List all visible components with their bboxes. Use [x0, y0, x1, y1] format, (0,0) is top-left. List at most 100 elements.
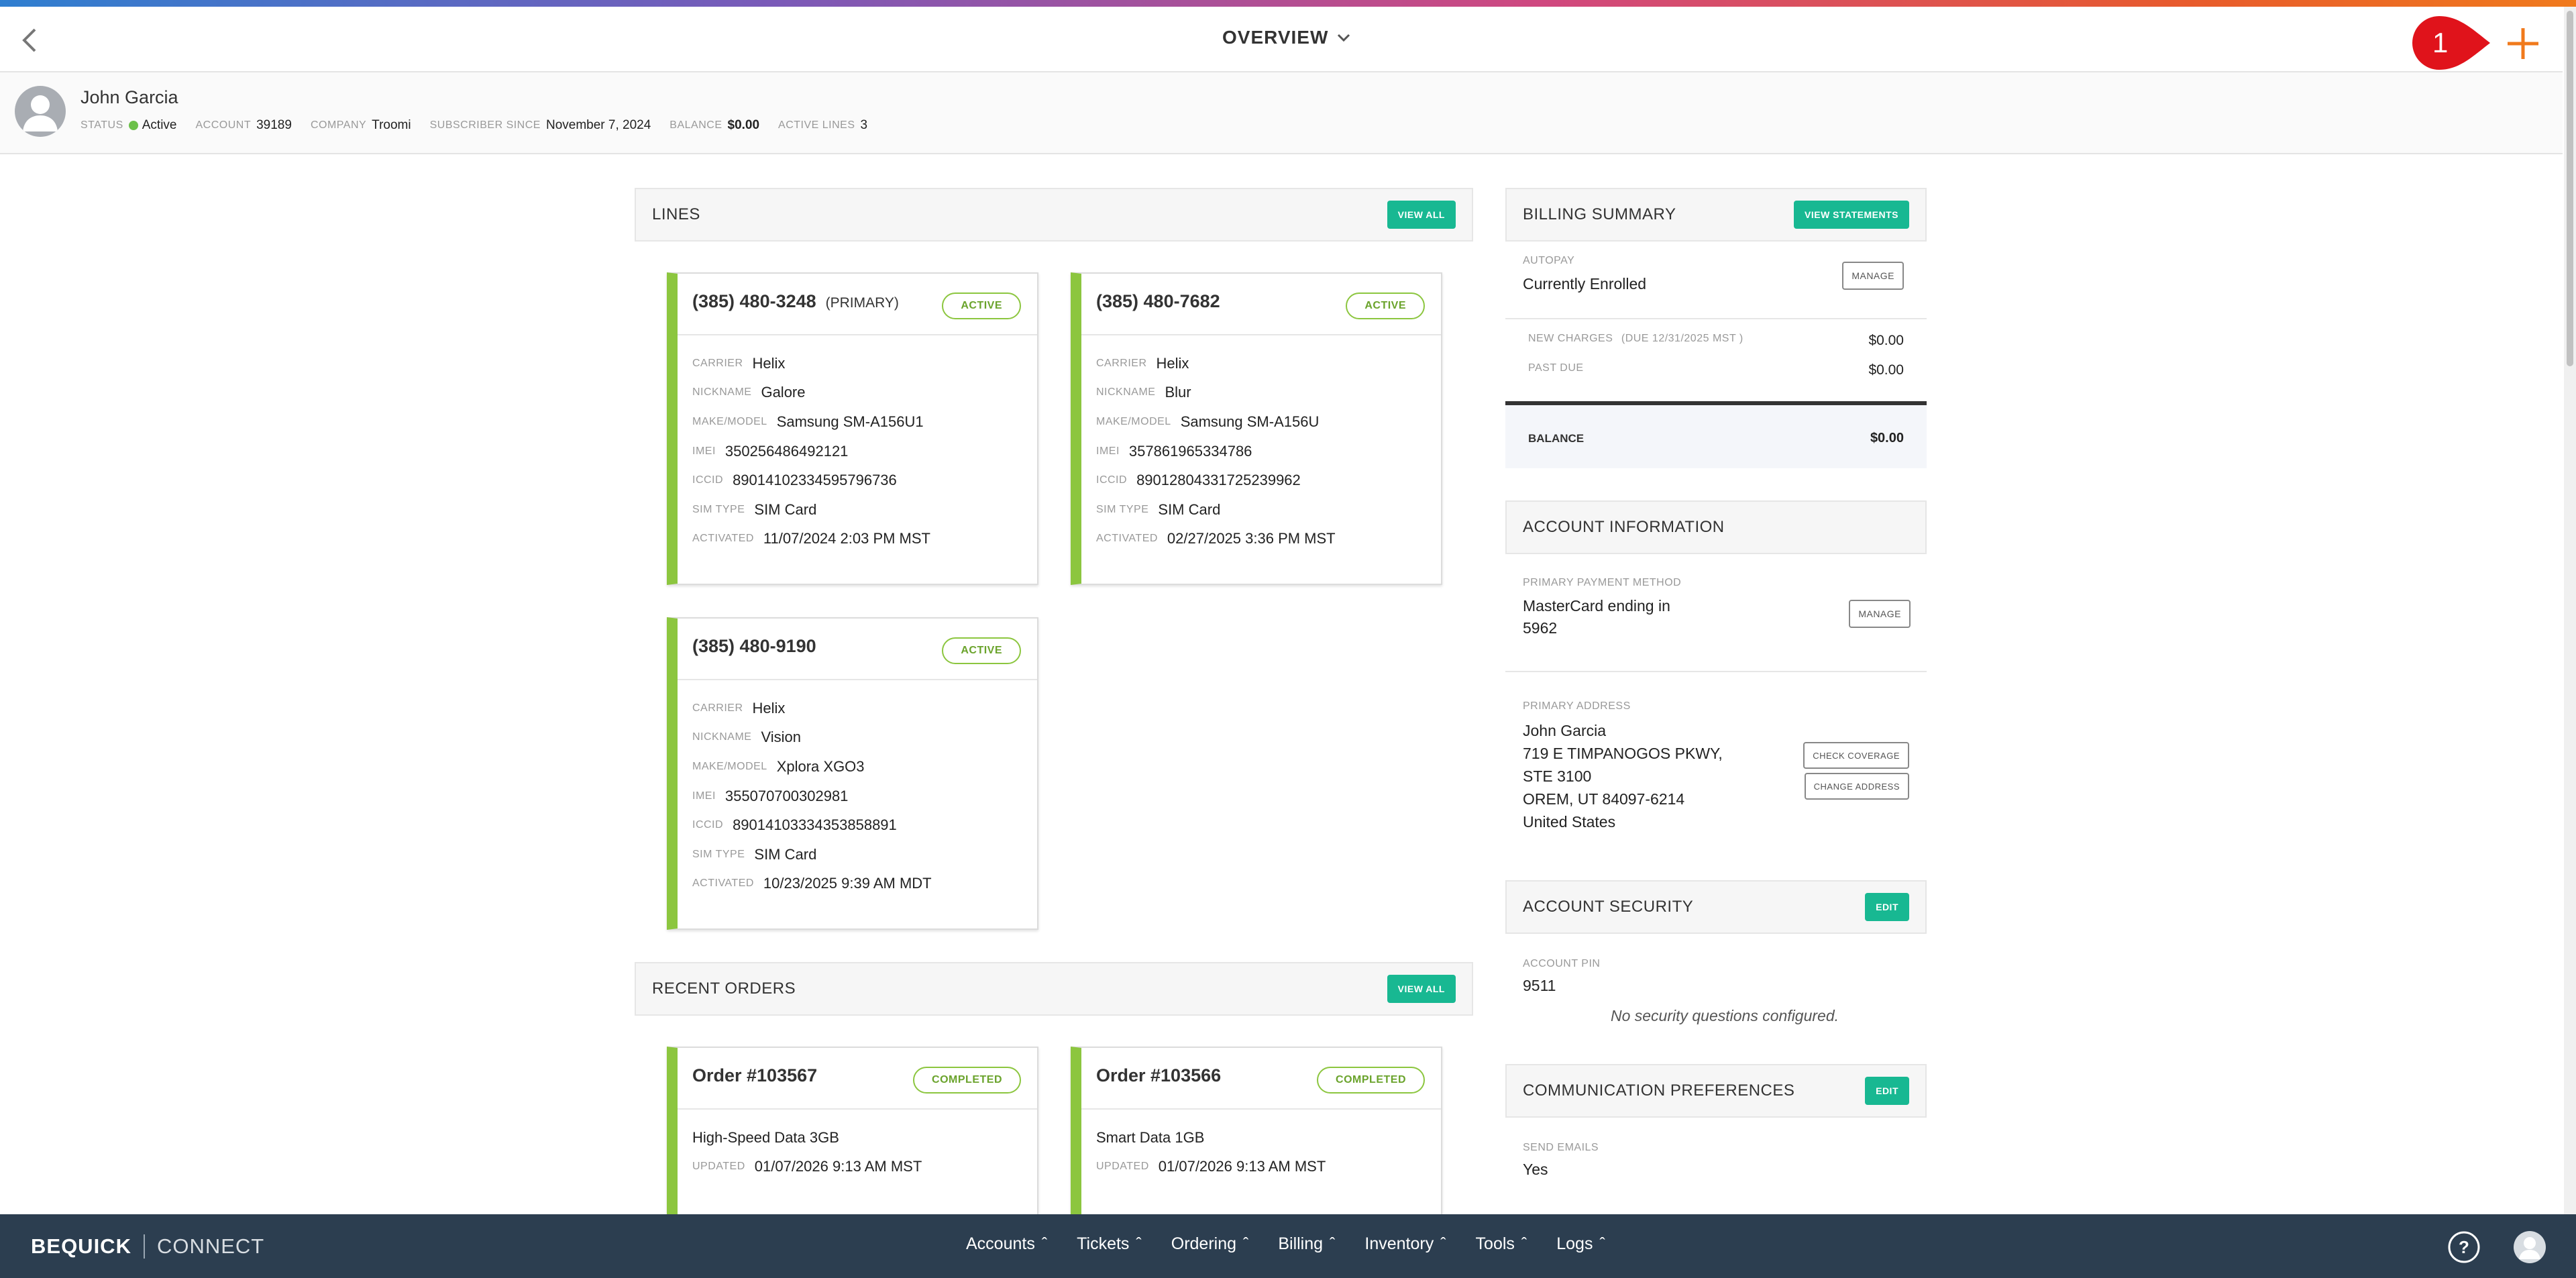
imei-value: 355070700302981: [724, 787, 849, 804]
bottom-nav: BEQUICK CONNECT Accounts ˆ Tickets ˆ Order…: [0, 1214, 2576, 1278]
change-address-button[interactable]: CHANGE ADDRESS: [1804, 773, 1909, 800]
caret-up-icon: ˆ: [1521, 1234, 1527, 1253]
line-card[interactable]: (385) 480-7682 ACTIVE CARRIER Helix NICKN…: [1071, 272, 1442, 585]
order-card[interactable]: Order #103567 COMPLETED High-Speed Data …: [667, 1047, 1038, 1221]
scrollbar-thumb[interactable]: [2567, 11, 2573, 366]
back-button[interactable]: [16, 25, 43, 55]
order-item: Smart Data 1GB: [1096, 1128, 1205, 1146]
communication-edit-button[interactable]: EDIT: [1865, 1077, 1909, 1105]
activated-label: ACTIVATED: [692, 533, 754, 545]
nickname-label: NICKNAME: [1096, 386, 1156, 398]
caret-up-icon: ˆ: [1440, 1234, 1446, 1253]
brand-logo[interactable]: BEQUICK CONNECT: [31, 1234, 264, 1259]
address-line-2: 719 E TIMPANOGOS PKWY,: [1523, 745, 1723, 762]
activated-label: ACTIVATED: [692, 877, 754, 890]
nav-accounts[interactable]: Accounts ˆ: [966, 1234, 1048, 1253]
order-status-badge: COMPLETED: [913, 1067, 1021, 1094]
imei-value: 350256486492121: [724, 442, 849, 460]
new-charges-row: NEW CHARGES (DUE 12/31/2025 MST ) $0.00: [1505, 333, 1927, 360]
nav-ordering[interactable]: Ordering ˆ: [1171, 1234, 1249, 1253]
nickname-label: NICKNAME: [692, 386, 752, 398]
iccid-value: 89014102334595796736: [733, 472, 897, 489]
security-edit-button[interactable]: EDIT: [1865, 893, 1909, 921]
check-coverage-button[interactable]: CHECK COVERAGE: [1803, 742, 1909, 769]
carrier-label: CARRIER: [692, 357, 743, 369]
nav-logs[interactable]: Logs ˆ: [1556, 1234, 1605, 1253]
new-charges-label: NEW CHARGES: [1528, 333, 1613, 344]
send-emails-label: SEND EMAILS: [1523, 1142, 1599, 1153]
account-info-title: ACCOUNT INFORMATION: [1523, 518, 1725, 536]
svg-text:?: ?: [2459, 1237, 2469, 1257]
payment-label: PRIMARY PAYMENT METHOD: [1523, 577, 1682, 588]
make-label: MAKE/MODEL: [1096, 415, 1171, 427]
activated-value: 10/23/2025 9:39 AM MDT: [763, 875, 932, 892]
order-card[interactable]: Order #103566 COMPLETED Smart Data 1GB U…: [1071, 1047, 1442, 1221]
balance-row: BALANCE $0.00: [1505, 401, 1927, 468]
order-title: Order #103567: [692, 1065, 818, 1085]
step-badge: 1: [2412, 16, 2491, 70]
nav-menu: Accounts ˆ Tickets ˆ Ordering ˆ Billing ˆ In…: [966, 1234, 1635, 1254]
communication-section: SEND EMAILS Yes: [1505, 1142, 1927, 1195]
status-badge: ACTIVE: [942, 637, 1021, 664]
iccid-label: ICCID: [692, 474, 724, 486]
sim-value: SIM Card: [754, 845, 817, 863]
activated-value: 02/27/2025 3:36 PM MST: [1167, 530, 1336, 547]
lines-panel-header: LINES VIEW ALL: [635, 188, 1473, 242]
orders-view-all-button[interactable]: VIEW ALL: [1387, 975, 1456, 1003]
account-value: 39189: [256, 118, 292, 132]
brand-name: BEQUICK: [31, 1234, 131, 1258]
carrier-value: Helix: [752, 699, 786, 716]
line-card[interactable]: (385) 480-9190 ACTIVE CARRIER Helix NICKN…: [667, 617, 1038, 930]
address-line-4: OREM, UT 84097-6214: [1523, 790, 1685, 808]
lines-title: LINES: [652, 205, 700, 223]
sim-label: SIM TYPE: [692, 503, 745, 515]
payment-manage-button[interactable]: MANAGE: [1849, 600, 1911, 628]
security-section: ACCOUNT PIN 9511 No security questions c…: [1505, 958, 1927, 1039]
page-title: OVERVIEW: [1222, 27, 1329, 48]
nav-tickets[interactable]: Tickets ˆ: [1077, 1234, 1142, 1253]
updated-value: 01/07/2026 9:13 AM MST: [1158, 1158, 1326, 1175]
updated-label: UPDATED: [692, 1161, 745, 1173]
due-note: (DUE 12/31/2025 MST ): [1621, 333, 1743, 344]
line-card[interactable]: (385) 480-3248 (PRIMARY) ACTIVE CARRIER He…: [667, 272, 1038, 585]
nav-billing[interactable]: Billing ˆ: [1278, 1234, 1336, 1253]
order-title: Order #103566: [1096, 1065, 1222, 1085]
help-icon[interactable]: ?: [2447, 1230, 2481, 1264]
make-value: Samsung SM-A156U1: [776, 413, 924, 430]
lines-view-all-button[interactable]: VIEW ALL: [1387, 201, 1456, 229]
chevron-down-icon: [1338, 34, 1350, 42]
imei-label: IMEI: [1096, 445, 1120, 457]
badge-pointer-icon: [2412, 16, 2490, 70]
orders-panel-header: RECENT ORDERS VIEW ALL: [635, 962, 1473, 1016]
iccid-label: ICCID: [692, 819, 724, 831]
caret-up-icon: ˆ: [1330, 1234, 1336, 1253]
line-number: (385) 480-3248 (PRIMARY): [692, 291, 899, 311]
address-line-5: United States: [1523, 813, 1616, 831]
chevron-left-icon: [22, 28, 36, 52]
security-title: ACCOUNT SECURITY: [1523, 898, 1694, 916]
view-statements-button[interactable]: VIEW STATEMENTS: [1794, 201, 1909, 229]
line-number: (385) 480-9190: [692, 636, 816, 656]
updated-label: UPDATED: [1096, 1161, 1149, 1173]
balance-label: BALANCE: [669, 119, 722, 131]
autopay-label: AUTOPAY: [1523, 255, 1575, 266]
overview-dropdown[interactable]: OVERVIEW: [1222, 27, 1351, 48]
nav-tools[interactable]: Tools ˆ: [1475, 1234, 1527, 1253]
nickname-value: Vision: [761, 729, 801, 746]
sim-label: SIM TYPE: [692, 848, 745, 860]
subscriber-name: John Garcia: [80, 87, 178, 107]
activated-label: ACTIVATED: [1096, 533, 1158, 545]
add-button[interactable]: [2504, 24, 2542, 63]
address-label: PRIMARY ADDRESS: [1523, 700, 1631, 712]
avatar: [15, 86, 66, 137]
no-security-questions: No security questions configured.: [1610, 1007, 1839, 1024]
user-menu-icon[interactable]: [2513, 1230, 2546, 1264]
user-silhouette-icon: [23, 95, 58, 131]
send-emails-value: Yes: [1523, 1161, 1548, 1178]
nav-inventory[interactable]: Inventory ˆ: [1364, 1234, 1446, 1253]
company-label: COMPANY: [310, 119, 367, 131]
autopay-manage-button[interactable]: MANAGE: [1842, 262, 1904, 290]
make-label: MAKE/MODEL: [692, 415, 767, 427]
balance-row-value: $0.00: [1870, 431, 1904, 445]
make-label: MAKE/MODEL: [692, 760, 767, 772]
